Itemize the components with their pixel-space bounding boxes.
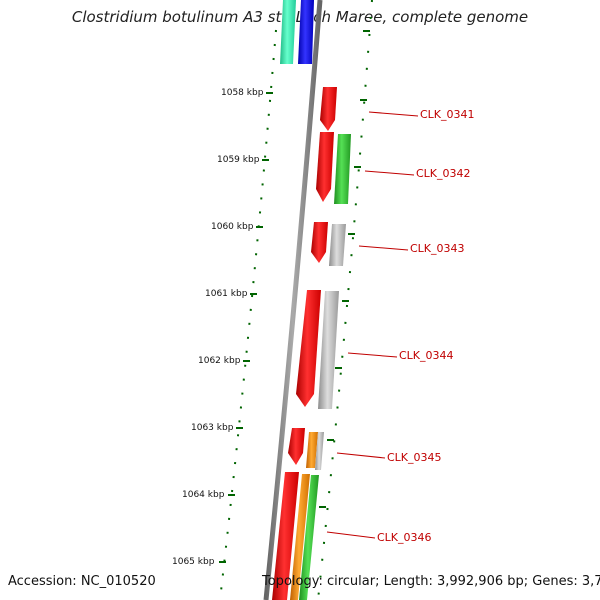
gene-blue (298, 0, 314, 64)
label-leader (358, 245, 409, 251)
gene-red (288, 428, 305, 465)
tick-label: 1058 kbp (221, 88, 264, 98)
gene-green (299, 475, 319, 600)
label-leader (347, 352, 398, 358)
tick-label: 1064 kbp (182, 490, 225, 500)
gene-gray (329, 224, 346, 266)
gene-label: CLK_0342 (416, 167, 471, 180)
gene-red (296, 290, 321, 407)
accession-text: Accession: NC_010520 (8, 574, 156, 589)
gene-green (334, 134, 351, 204)
tick-label: 1062 kbp (198, 356, 241, 366)
gene-orange (290, 474, 310, 600)
gene-label: CLK_0344 (399, 349, 454, 362)
outer-ticks (319, 30, 370, 508)
label-leader (368, 111, 419, 117)
tick-label: 1063 kbp (191, 423, 234, 433)
gene-red (311, 222, 328, 263)
gene-label: CLK_0341 (420, 108, 475, 121)
tick-label: 1065 kbp (172, 557, 215, 567)
kbp-scale: 1058 kbp 1059 kbp 1060 kbp 1061 kbp 1062… (172, 88, 273, 567)
gene-red (272, 472, 299, 600)
label-leader (326, 531, 376, 539)
gene-label: CLK_0343 (410, 242, 465, 255)
gene-red (320, 87, 337, 131)
scale-dotted-line (219, 29, 277, 600)
gene-labels: CLK_0341 CLK_0342 CLK_0343 CLK_0344 CLK_… (326, 108, 475, 544)
gene-orange (306, 432, 318, 468)
gene-gray (315, 432, 324, 470)
label-leader (336, 452, 386, 459)
tick-label: 1061 kbp (205, 289, 248, 299)
gene-red (316, 132, 334, 202)
map-title: Clostridium botulinum A3 str. Loch Maree… (71, 8, 529, 26)
tick-label: 1059 kbp (217, 155, 260, 165)
gene-label: CLK_0345 (387, 451, 442, 464)
label-leader (364, 170, 415, 176)
gene-gray (318, 291, 339, 409)
genome-summary-text: Topology: circular; Length: 3,992,906 bp… (262, 574, 600, 589)
gene-teal (280, 0, 296, 64)
gene-label: CLK_0346 (377, 531, 432, 544)
tick-label: 1060 kbp (211, 222, 254, 232)
genome-backbone (263, 0, 323, 600)
